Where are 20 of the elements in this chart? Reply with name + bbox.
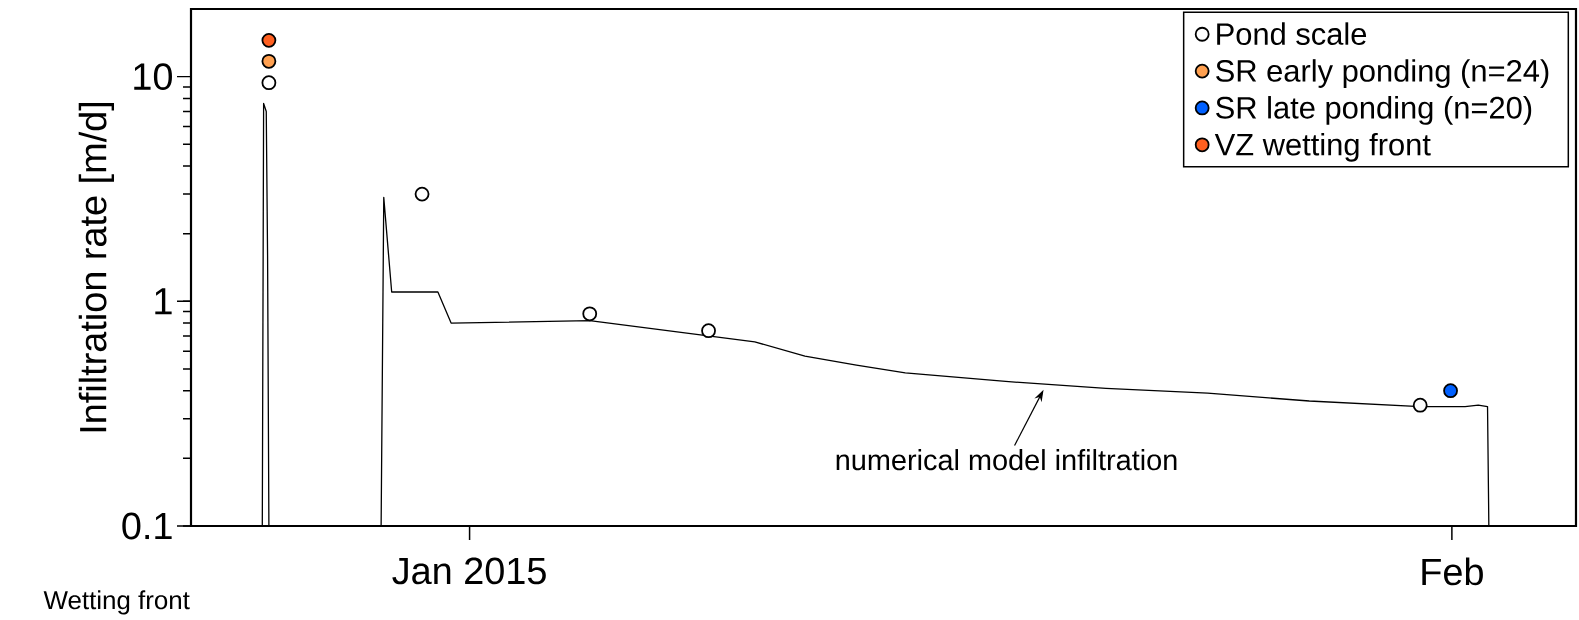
legend-label: Pond scale [1217,22,1367,45]
point [261,53,277,69]
y-tick-label: 1 [155,288,172,315]
point [1443,383,1458,399]
annotation: numerical model infiltration [836,449,1177,471]
point [1412,397,1428,413]
point [414,186,430,202]
legend-label: SR early ponding (n=24) [1216,59,1549,88]
point [261,75,277,91]
legend-label: VZ wetting front [1214,132,1431,162]
point [701,323,716,339]
x-tick-label: Feb [1422,557,1483,586]
y-tick-label: 10 [134,63,172,91]
x-tick-label: Jan 2015 [392,557,546,585]
text: Wetting front [43,590,190,615]
point [582,306,598,322]
legend-label: SR late ponding (n=20) [1216,96,1532,125]
point [261,32,277,48]
y-axis-title: Infiltration rate [m/d] [78,102,115,432]
y-tick-label: 0.1 [122,512,172,540]
